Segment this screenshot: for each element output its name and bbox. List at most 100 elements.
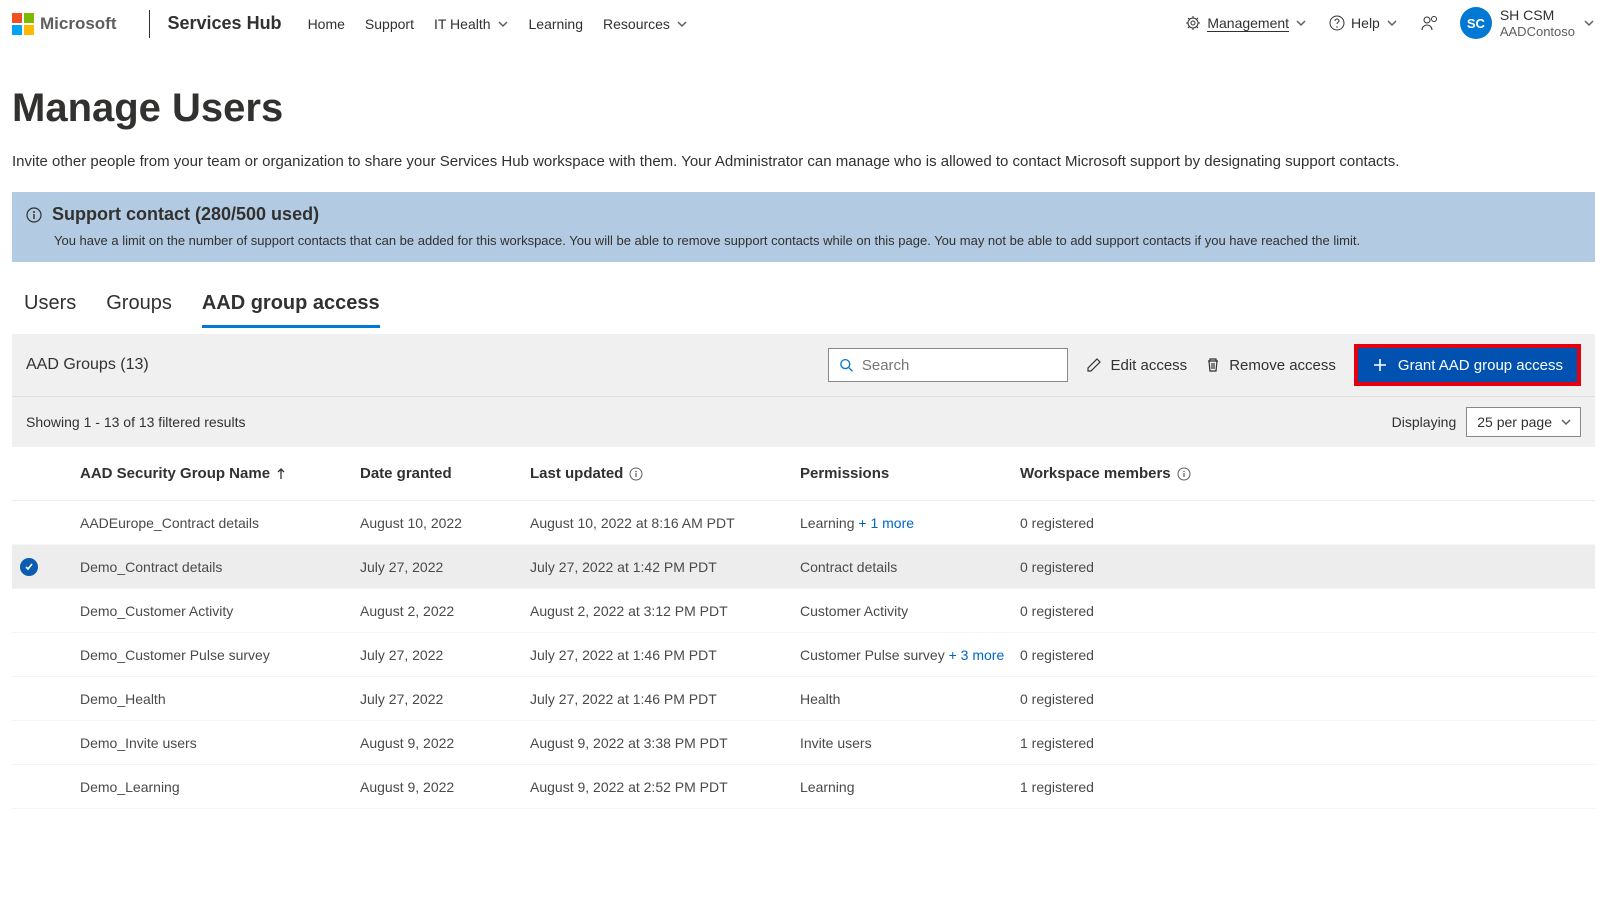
cell-updated: July 27, 2022 at 1:42 PM PDT xyxy=(530,559,800,575)
plus-icon xyxy=(1372,357,1388,373)
user-name: SH CSM xyxy=(1500,7,1575,24)
cell-members: 0 registered xyxy=(1020,647,1240,663)
nav-ithealth[interactable]: IT Health xyxy=(434,16,509,32)
results-count: Showing 1 - 13 of 13 filtered results xyxy=(26,414,245,430)
grant-aad-group-access-button[interactable]: Grant AAD group access xyxy=(1354,344,1581,386)
cell-name: Demo_Learning xyxy=(80,779,360,795)
displaying-label: Displaying xyxy=(1392,414,1457,430)
row-select[interactable] xyxy=(20,558,80,576)
chevron-down-icon xyxy=(1583,17,1595,29)
nav-support[interactable]: Support xyxy=(365,16,414,32)
banner-title: Support contact (280/500 used) xyxy=(52,204,319,225)
microsoft-logo-icon xyxy=(12,13,34,35)
cell-granted: August 10, 2022 xyxy=(360,515,530,531)
info-banner: Support contact (280/500 used) You have … xyxy=(12,192,1595,262)
user-names: SH CSM AADContoso xyxy=(1500,7,1575,39)
cell-granted: July 27, 2022 xyxy=(360,559,530,575)
cell-permissions: Contract details xyxy=(800,559,1020,575)
col-granted[interactable]: Date granted xyxy=(360,465,530,482)
cell-granted: August 9, 2022 xyxy=(360,735,530,751)
cell-members: 0 registered xyxy=(1020,603,1240,619)
cell-permissions: Learning xyxy=(800,779,1020,795)
table-title: AAD Groups (13) xyxy=(26,356,149,374)
cell-name: Demo_Health xyxy=(80,691,360,707)
cell-permissions: Learning + 1 more xyxy=(800,515,1020,531)
col-members[interactable]: Workspace members xyxy=(1020,465,1240,482)
nav-learning[interactable]: Learning xyxy=(529,16,584,32)
info-icon xyxy=(1177,467,1191,481)
gear-icon xyxy=(1185,15,1201,31)
table-row[interactable]: Demo_Contract detailsJuly 27, 2022July 2… xyxy=(12,545,1595,589)
secondary-nav: Management Help SC SH CSM AADContoso xyxy=(1185,7,1595,39)
nav-notifications[interactable] xyxy=(1420,14,1438,32)
info-icon xyxy=(629,467,643,481)
cell-updated: July 27, 2022 at 1:46 PM PDT xyxy=(530,691,800,707)
check-icon xyxy=(24,562,34,572)
search-box[interactable] xyxy=(828,348,1068,382)
chevron-down-icon xyxy=(497,18,509,30)
col-permissions[interactable]: Permissions xyxy=(800,465,1020,482)
brand-name[interactable]: Services Hub xyxy=(168,13,282,34)
microsoft-wordmark: Microsoft xyxy=(40,14,117,34)
edit-access-button[interactable]: Edit access xyxy=(1086,357,1187,374)
chevron-down-icon xyxy=(1295,17,1307,29)
cell-members: 1 registered xyxy=(1020,779,1240,795)
cell-updated: August 10, 2022 at 8:16 AM PDT xyxy=(530,515,800,531)
cell-granted: August 9, 2022 xyxy=(360,779,530,795)
banner-body: You have a limit on the number of suppor… xyxy=(54,233,1577,248)
tab-groups[interactable]: Groups xyxy=(106,286,172,328)
primary-nav: Home Support IT Health Learning Resource… xyxy=(308,16,688,32)
cell-members: 0 registered xyxy=(1020,691,1240,707)
col-name[interactable]: AAD Security Group Name xyxy=(80,465,360,482)
table-toolbar: AAD Groups (13) Edit access Remove acces… xyxy=(12,334,1595,396)
table-row[interactable]: Demo_Invite usersAugust 9, 2022August 9,… xyxy=(12,721,1595,765)
cell-updated: August 2, 2022 at 3:12 PM PDT xyxy=(530,603,800,619)
table-row[interactable]: Demo_Customer Pulse surveyJuly 27, 2022J… xyxy=(12,633,1595,677)
col-updated[interactable]: Last updated xyxy=(530,465,800,482)
cell-permissions: Health xyxy=(800,691,1020,707)
aad-groups-table: AAD Security Group Name Date granted Las… xyxy=(12,447,1595,809)
nav-resources[interactable]: Resources xyxy=(603,16,688,32)
results-bar: Showing 1 - 13 of 13 filtered results Di… xyxy=(12,396,1595,447)
tabs: Users Groups AAD group access xyxy=(24,286,1595,328)
microsoft-logo[interactable]: Microsoft xyxy=(12,13,117,35)
page-description: Invite other people from your team or or… xyxy=(12,153,1595,170)
cell-granted: July 27, 2022 xyxy=(360,647,530,663)
permissions-more-link[interactable]: + 3 more xyxy=(949,647,1005,663)
nav-management[interactable]: Management xyxy=(1185,15,1307,32)
tab-aad-group-access[interactable]: AAD group access xyxy=(202,286,380,328)
info-icon xyxy=(26,207,42,223)
permissions-more-link[interactable]: + 1 more xyxy=(858,515,914,531)
remove-access-button[interactable]: Remove access xyxy=(1205,357,1336,374)
table-row[interactable]: Demo_LearningAugust 9, 2022August 9, 202… xyxy=(12,765,1595,809)
divider xyxy=(149,10,150,38)
cell-name: Demo_Contract details xyxy=(80,559,360,575)
user-org: AADContoso xyxy=(1500,24,1575,40)
per-page-select[interactable]: 25 per page xyxy=(1466,407,1581,437)
table-row[interactable]: Demo_Customer ActivityAugust 2, 2022Augu… xyxy=(12,589,1595,633)
page-title: Manage Users xyxy=(12,86,1595,131)
avatar: SC xyxy=(1460,7,1492,39)
top-nav: Microsoft Services Hub Home Support IT H… xyxy=(0,0,1607,48)
chevron-down-icon xyxy=(676,18,688,30)
pencil-icon xyxy=(1086,357,1102,373)
search-icon xyxy=(839,357,853,373)
chevron-down-icon xyxy=(1560,416,1572,428)
cell-updated: August 9, 2022 at 2:52 PM PDT xyxy=(530,779,800,795)
cell-permissions: Customer Pulse survey + 3 more xyxy=(800,647,1020,663)
cell-name: Demo_Customer Activity xyxy=(80,603,360,619)
search-input[interactable] xyxy=(862,357,1058,374)
person-alert-icon xyxy=(1420,14,1438,32)
table-row[interactable]: AADEurope_Contract detailsAugust 10, 202… xyxy=(12,501,1595,545)
table-header: AAD Security Group Name Date granted Las… xyxy=(12,447,1595,501)
user-menu[interactable]: SC SH CSM AADContoso xyxy=(1460,7,1595,39)
nav-home[interactable]: Home xyxy=(308,16,345,32)
nav-help[interactable]: Help xyxy=(1329,15,1398,31)
chevron-down-icon xyxy=(1386,17,1398,29)
cell-granted: July 27, 2022 xyxy=(360,691,530,707)
cell-updated: August 9, 2022 at 3:38 PM PDT xyxy=(530,735,800,751)
table-row[interactable]: Demo_HealthJuly 27, 2022July 27, 2022 at… xyxy=(12,677,1595,721)
tab-users[interactable]: Users xyxy=(24,286,76,328)
cell-name: Demo_Invite users xyxy=(80,735,360,751)
cell-granted: August 2, 2022 xyxy=(360,603,530,619)
